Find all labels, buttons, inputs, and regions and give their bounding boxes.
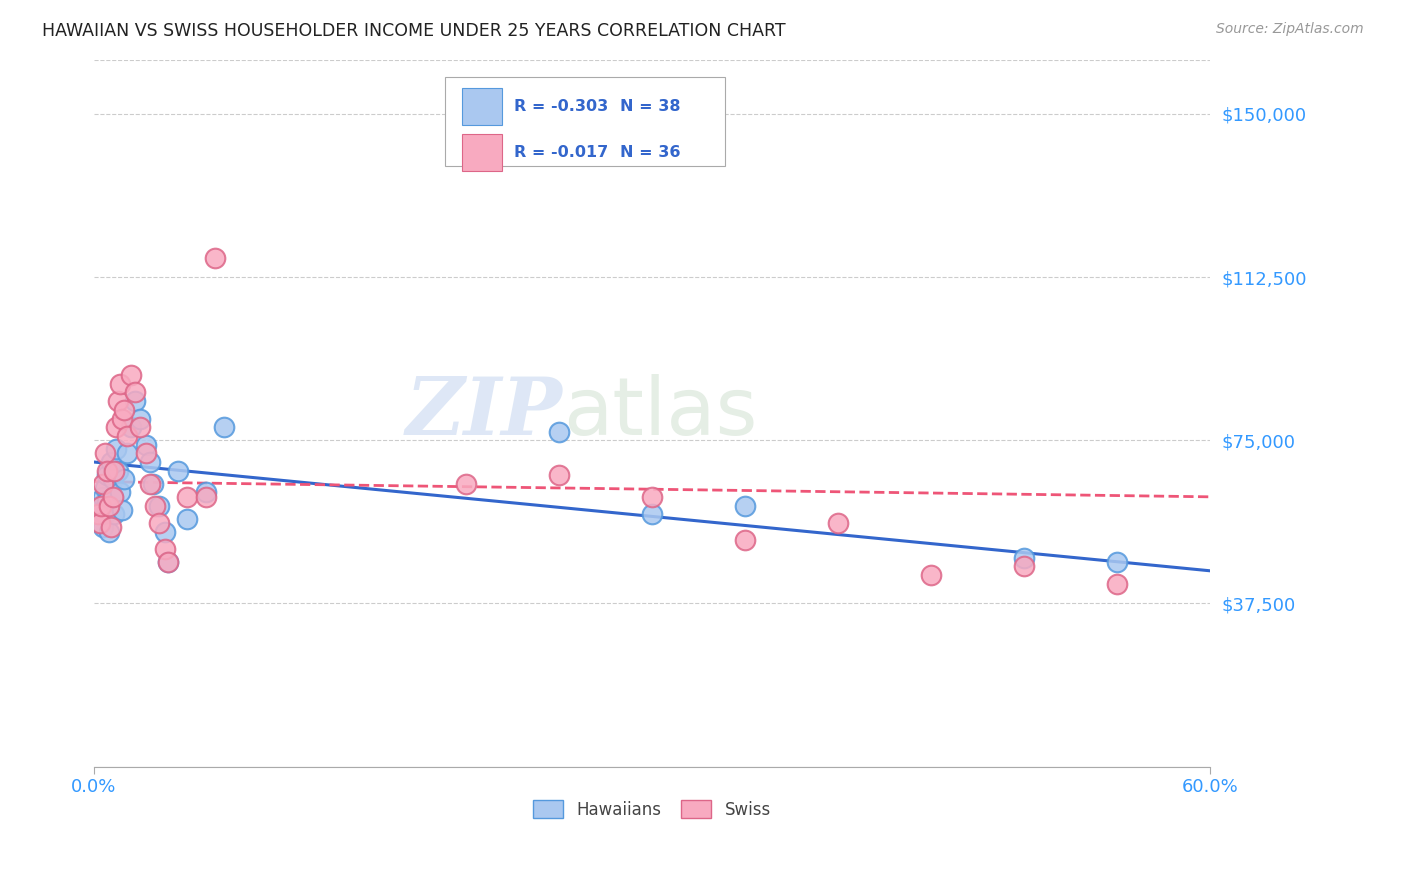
Point	[1012, 559, 1035, 574]
Point	[148, 516, 170, 530]
Point	[86, 507, 108, 521]
Point	[143, 499, 166, 513]
FancyBboxPatch shape	[446, 78, 724, 166]
Point	[108, 376, 131, 391]
Point	[89, 516, 111, 530]
FancyBboxPatch shape	[463, 134, 502, 170]
Point	[91, 476, 114, 491]
Point	[94, 507, 117, 521]
Legend: Hawaiians, Swiss: Hawaiians, Swiss	[526, 793, 778, 825]
Text: R = -0.017: R = -0.017	[513, 145, 607, 160]
Point	[734, 499, 756, 513]
Point	[157, 555, 180, 569]
Text: N = 36: N = 36	[620, 145, 681, 160]
Point	[1105, 577, 1128, 591]
Point	[97, 524, 120, 539]
Point	[101, 490, 124, 504]
Point	[91, 490, 114, 504]
Text: atlas: atlas	[562, 374, 756, 452]
Point	[94, 481, 117, 495]
Point	[103, 507, 125, 521]
Point	[153, 542, 176, 557]
Point	[129, 420, 152, 434]
Point	[124, 385, 146, 400]
Point	[89, 499, 111, 513]
Point	[1012, 550, 1035, 565]
Point	[86, 507, 108, 521]
Point	[176, 490, 198, 504]
Point	[111, 411, 134, 425]
Text: R = -0.303: R = -0.303	[513, 99, 607, 114]
Text: Source: ZipAtlas.com: Source: ZipAtlas.com	[1216, 22, 1364, 37]
Point	[120, 368, 142, 382]
Point	[96, 494, 118, 508]
Point	[129, 411, 152, 425]
Point	[112, 402, 135, 417]
Point	[148, 499, 170, 513]
Point	[212, 420, 235, 434]
Point	[96, 468, 118, 483]
Point	[117, 429, 139, 443]
Point	[101, 490, 124, 504]
Point	[142, 476, 165, 491]
Point	[920, 568, 942, 582]
Point	[91, 520, 114, 534]
Point	[120, 420, 142, 434]
Point	[157, 555, 180, 569]
Point	[734, 533, 756, 548]
Point	[111, 503, 134, 517]
Point	[101, 472, 124, 486]
Point	[105, 442, 128, 456]
Point	[90, 516, 112, 530]
Point	[135, 446, 157, 460]
Point	[194, 490, 217, 504]
Point	[1105, 555, 1128, 569]
Point	[135, 437, 157, 451]
Point	[194, 485, 217, 500]
Point	[96, 464, 118, 478]
Point	[641, 507, 664, 521]
Point	[90, 499, 112, 513]
Point	[108, 485, 131, 500]
Point	[166, 464, 188, 478]
Point	[548, 425, 571, 439]
Point	[100, 520, 122, 534]
Point	[100, 455, 122, 469]
Point	[124, 394, 146, 409]
Point	[107, 394, 129, 409]
Text: ZIP: ZIP	[406, 375, 562, 452]
Text: N = 38: N = 38	[620, 99, 681, 114]
Point	[112, 472, 135, 486]
Point	[138, 455, 160, 469]
Text: HAWAIIAN VS SWISS HOUSEHOLDER INCOME UNDER 25 YEARS CORRELATION CHART: HAWAIIAN VS SWISS HOUSEHOLDER INCOME UND…	[42, 22, 786, 40]
Point	[117, 446, 139, 460]
Point	[153, 524, 176, 539]
Point	[641, 490, 664, 504]
Point	[97, 499, 120, 513]
FancyBboxPatch shape	[463, 88, 502, 125]
Point	[176, 511, 198, 525]
Point	[454, 476, 477, 491]
Point	[138, 476, 160, 491]
Point	[827, 516, 849, 530]
Point	[204, 251, 226, 265]
Point	[94, 446, 117, 460]
Point	[548, 468, 571, 483]
Point	[103, 464, 125, 478]
Point	[107, 464, 129, 478]
Point	[105, 420, 128, 434]
